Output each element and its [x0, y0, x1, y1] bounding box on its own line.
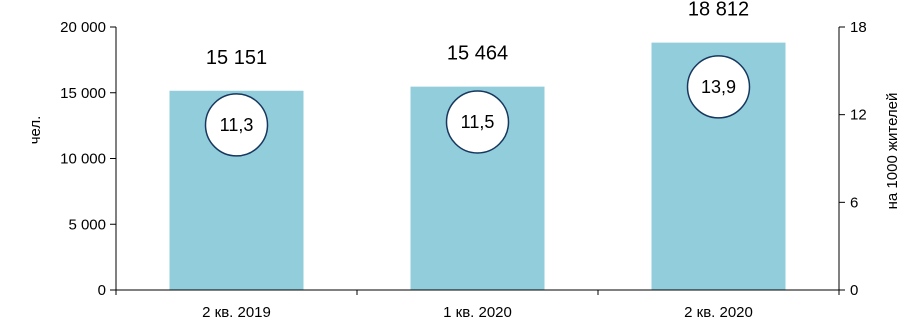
y-tick-label: 0	[98, 282, 106, 299]
y2-axis-title: на 1000 жителей	[884, 93, 901, 210]
y-tick-label: 20 000	[60, 19, 106, 36]
y-tick-label: 10 000	[60, 151, 106, 168]
y2-tick-label: 6	[850, 194, 858, 211]
x-ticks-group: 2 кв. 2019 1 кв. 2020 2 кв. 2020	[115, 290, 840, 321]
rate-marker	[204, 93, 269, 157]
bar-value-label: 15 151	[206, 47, 267, 69]
rate-marker-label: 13,9	[701, 77, 736, 97]
y-tick-label: 15 000	[60, 85, 106, 102]
bar-value-label: 15 464	[447, 43, 508, 65]
y2-tick-label: 18	[850, 19, 867, 36]
x-tick-label: 2 кв. 2020	[684, 304, 753, 321]
y-axis-title: чел.	[27, 116, 44, 145]
rate-marker	[445, 90, 510, 154]
bar-value-label: 18 812	[688, 0, 749, 21]
y2-ticks-group: 0 6 12 18	[839, 19, 867, 299]
y-tick-label: 5 000	[68, 216, 106, 233]
y2-tick-label: 0	[850, 282, 858, 299]
rate-marker-label: 11,5	[461, 112, 495, 132]
rate-marker	[686, 55, 751, 119]
rate-marker-label: 11,3	[220, 115, 254, 135]
bar-labels-group: 15 151 15 464 18 812	[206, 0, 749, 69]
y-ticks-group: 0 5 000 10 000 15 000 20 000	[60, 19, 116, 299]
x-tick-label: 2 кв. 2019	[202, 304, 271, 321]
y2-tick-label: 12	[850, 107, 867, 124]
markers-group: 11,3 11,5 13,9	[204, 55, 751, 157]
x-tick-label: 1 кв. 2020	[443, 304, 512, 321]
